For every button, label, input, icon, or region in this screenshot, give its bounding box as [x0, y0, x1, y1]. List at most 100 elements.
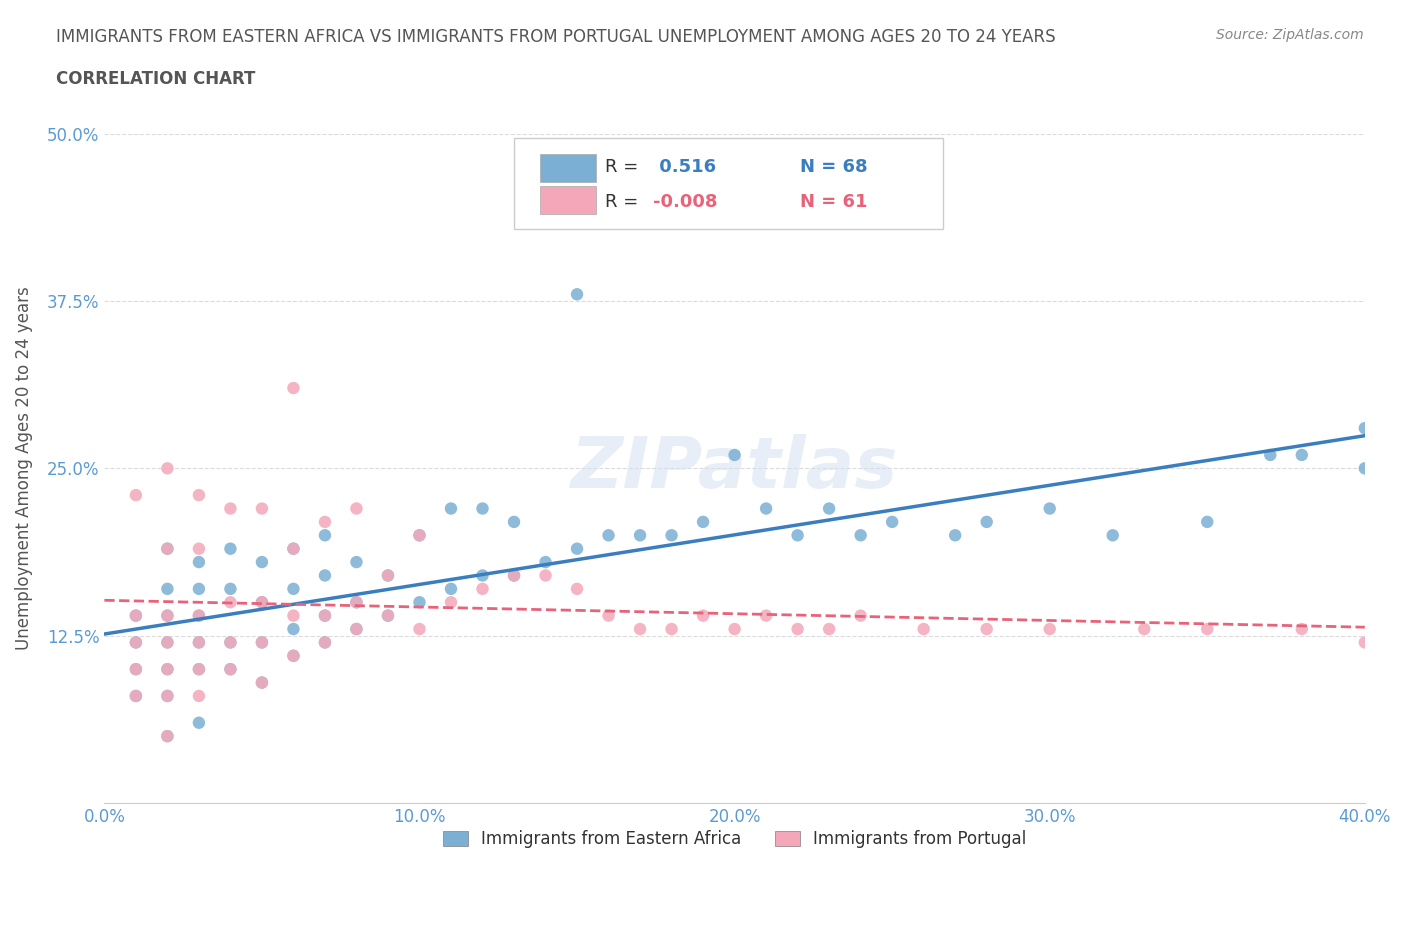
Point: [818, 501, 841, 516]
Point: [692, 514, 714, 529]
Point: [755, 501, 778, 516]
Point: [156, 688, 179, 703]
Point: [661, 621, 683, 636]
Point: [786, 528, 808, 543]
Point: [219, 662, 242, 677]
Point: [314, 635, 336, 650]
Point: [187, 608, 209, 623]
Point: [1039, 501, 1062, 516]
Point: [125, 635, 148, 650]
Point: [283, 608, 305, 623]
Point: [283, 621, 305, 636]
Point: [125, 487, 148, 502]
Point: [187, 581, 209, 596]
Point: [471, 581, 494, 596]
Point: [314, 514, 336, 529]
Point: [786, 621, 808, 636]
Point: [1197, 621, 1219, 636]
Point: [440, 501, 463, 516]
Point: [818, 621, 841, 636]
Point: [723, 447, 745, 462]
Point: [943, 528, 966, 543]
Point: [346, 554, 368, 569]
Point: [156, 608, 179, 623]
Point: [912, 621, 935, 636]
Point: [314, 608, 336, 623]
Point: [156, 662, 179, 677]
Point: [250, 595, 273, 610]
Point: [219, 595, 242, 610]
Point: [471, 501, 494, 516]
Point: [534, 554, 557, 569]
Point: [219, 501, 242, 516]
Text: R =: R =: [605, 158, 644, 176]
Point: [156, 662, 179, 677]
Point: [125, 688, 148, 703]
Point: [156, 461, 179, 476]
Point: [1039, 621, 1062, 636]
FancyBboxPatch shape: [540, 186, 596, 214]
Point: [408, 621, 430, 636]
Point: [346, 621, 368, 636]
Legend: Immigrants from Eastern Africa, Immigrants from Portugal: Immigrants from Eastern Africa, Immigran…: [436, 824, 1033, 855]
Point: [156, 635, 179, 650]
Point: [125, 662, 148, 677]
Text: R =: R =: [605, 193, 644, 211]
Point: [156, 581, 179, 596]
Point: [976, 514, 998, 529]
Point: [187, 541, 209, 556]
Point: [377, 568, 399, 583]
Point: [156, 729, 179, 744]
Point: [283, 648, 305, 663]
Text: IMMIGRANTS FROM EASTERN AFRICA VS IMMIGRANTS FROM PORTUGAL UNEMPLOYMENT AMONG AG: IMMIGRANTS FROM EASTERN AFRICA VS IMMIGR…: [56, 28, 1056, 46]
Point: [250, 675, 273, 690]
Text: N = 61: N = 61: [800, 193, 868, 211]
Point: [346, 595, 368, 610]
Point: [1133, 621, 1156, 636]
Point: [125, 635, 148, 650]
Point: [346, 621, 368, 636]
Point: [250, 635, 273, 650]
Text: CORRELATION CHART: CORRELATION CHART: [56, 70, 256, 87]
Point: [314, 568, 336, 583]
Point: [408, 595, 430, 610]
Point: [283, 380, 305, 395]
Point: [565, 286, 588, 301]
Point: [598, 528, 620, 543]
Point: [187, 635, 209, 650]
Point: [187, 608, 209, 623]
Point: [283, 648, 305, 663]
Point: [692, 608, 714, 623]
Point: [503, 568, 526, 583]
Point: [314, 528, 336, 543]
FancyBboxPatch shape: [540, 153, 596, 181]
Point: [1354, 635, 1376, 650]
Point: [219, 581, 242, 596]
Point: [534, 568, 557, 583]
Point: [125, 688, 148, 703]
Point: [250, 595, 273, 610]
Point: [408, 528, 430, 543]
Point: [314, 635, 336, 650]
Point: [849, 528, 872, 543]
Y-axis label: Unemployment Among Ages 20 to 24 years: Unemployment Among Ages 20 to 24 years: [15, 286, 32, 650]
Point: [314, 608, 336, 623]
Point: [1354, 461, 1376, 476]
Point: [250, 675, 273, 690]
Point: [377, 608, 399, 623]
Point: [1258, 447, 1281, 462]
Point: [283, 541, 305, 556]
Point: [219, 635, 242, 650]
Point: [219, 635, 242, 650]
Point: [628, 528, 651, 543]
Point: [1354, 420, 1376, 435]
Point: [187, 554, 209, 569]
Point: [849, 608, 872, 623]
Point: [440, 595, 463, 610]
Text: Source: ZipAtlas.com: Source: ZipAtlas.com: [1216, 28, 1364, 42]
Point: [976, 621, 998, 636]
Point: [187, 487, 209, 502]
Point: [156, 729, 179, 744]
Point: [187, 662, 209, 677]
Point: [125, 608, 148, 623]
